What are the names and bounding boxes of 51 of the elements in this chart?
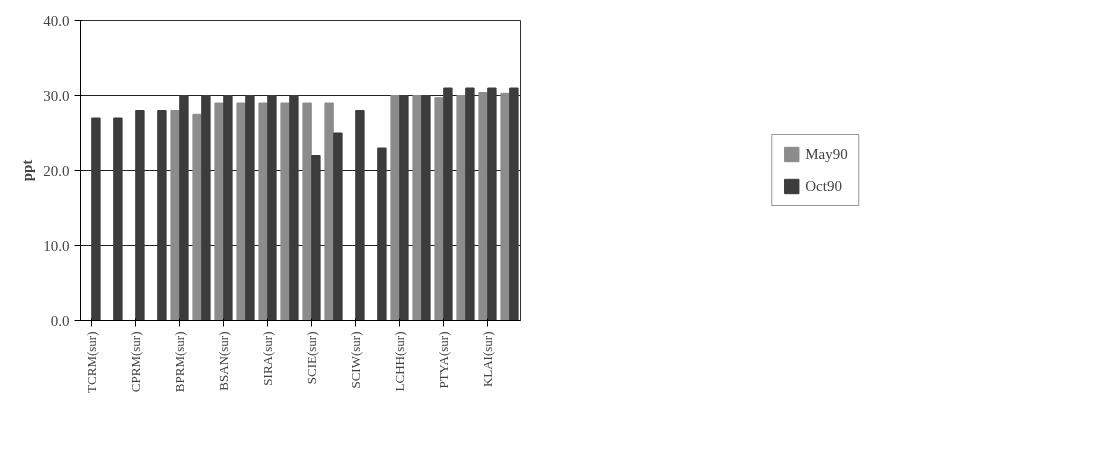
legend-label: Oct90 <box>805 177 842 195</box>
x-tick-label: SIRA(sur) <box>260 331 275 386</box>
bar <box>324 102 334 321</box>
x-tick-label: TCRM(sur) <box>84 331 99 393</box>
x-tick-label: SCIE(sur) <box>304 331 319 385</box>
bar <box>245 95 255 321</box>
bar <box>377 147 387 321</box>
bar <box>456 95 466 321</box>
bar <box>500 92 510 321</box>
bar <box>421 95 431 321</box>
bar <box>443 87 453 321</box>
bar <box>333 132 343 321</box>
bar <box>412 95 422 321</box>
y-axis-title: ppt <box>19 159 36 182</box>
bar <box>170 110 180 321</box>
bar <box>201 95 211 321</box>
bar <box>399 95 409 321</box>
bar <box>135 110 145 321</box>
x-tick-label: LCHH(sur) <box>392 331 407 392</box>
y-tick-label: 30.0 <box>43 87 70 104</box>
y-tick-label: 0.0 <box>50 312 70 329</box>
bar <box>465 87 475 321</box>
x-tick-label: KLAI(sur) <box>480 331 495 388</box>
x-tick-label: PTYA(sur) <box>436 331 451 389</box>
y-tick-label: 40.0 <box>43 12 70 29</box>
bar <box>267 95 277 321</box>
bar <box>192 113 202 321</box>
bar <box>236 102 246 321</box>
legend-label: May90 <box>805 145 848 163</box>
bar <box>223 95 233 321</box>
bar <box>355 110 365 321</box>
x-tick-label: BPRM(sur) <box>172 331 187 393</box>
y-tick-label: 20.0 <box>43 162 70 179</box>
x-tick-label: SCIW(sur) <box>348 331 363 389</box>
bar <box>157 110 167 321</box>
bar <box>214 102 224 321</box>
bar <box>280 102 290 321</box>
bar <box>390 95 400 321</box>
bar <box>487 87 497 321</box>
x-tick-label: CPRM(sur) <box>128 331 143 393</box>
bar <box>113 117 123 321</box>
bar <box>434 97 444 321</box>
bar <box>179 95 189 321</box>
x-tick-label: BSAN(sur) <box>216 331 231 391</box>
bar <box>91 117 101 321</box>
y-tick-label: 10.0 <box>43 237 70 254</box>
bar <box>311 155 321 321</box>
bar <box>302 102 312 321</box>
bar <box>478 92 488 321</box>
bar <box>289 95 299 321</box>
bar <box>258 102 268 321</box>
